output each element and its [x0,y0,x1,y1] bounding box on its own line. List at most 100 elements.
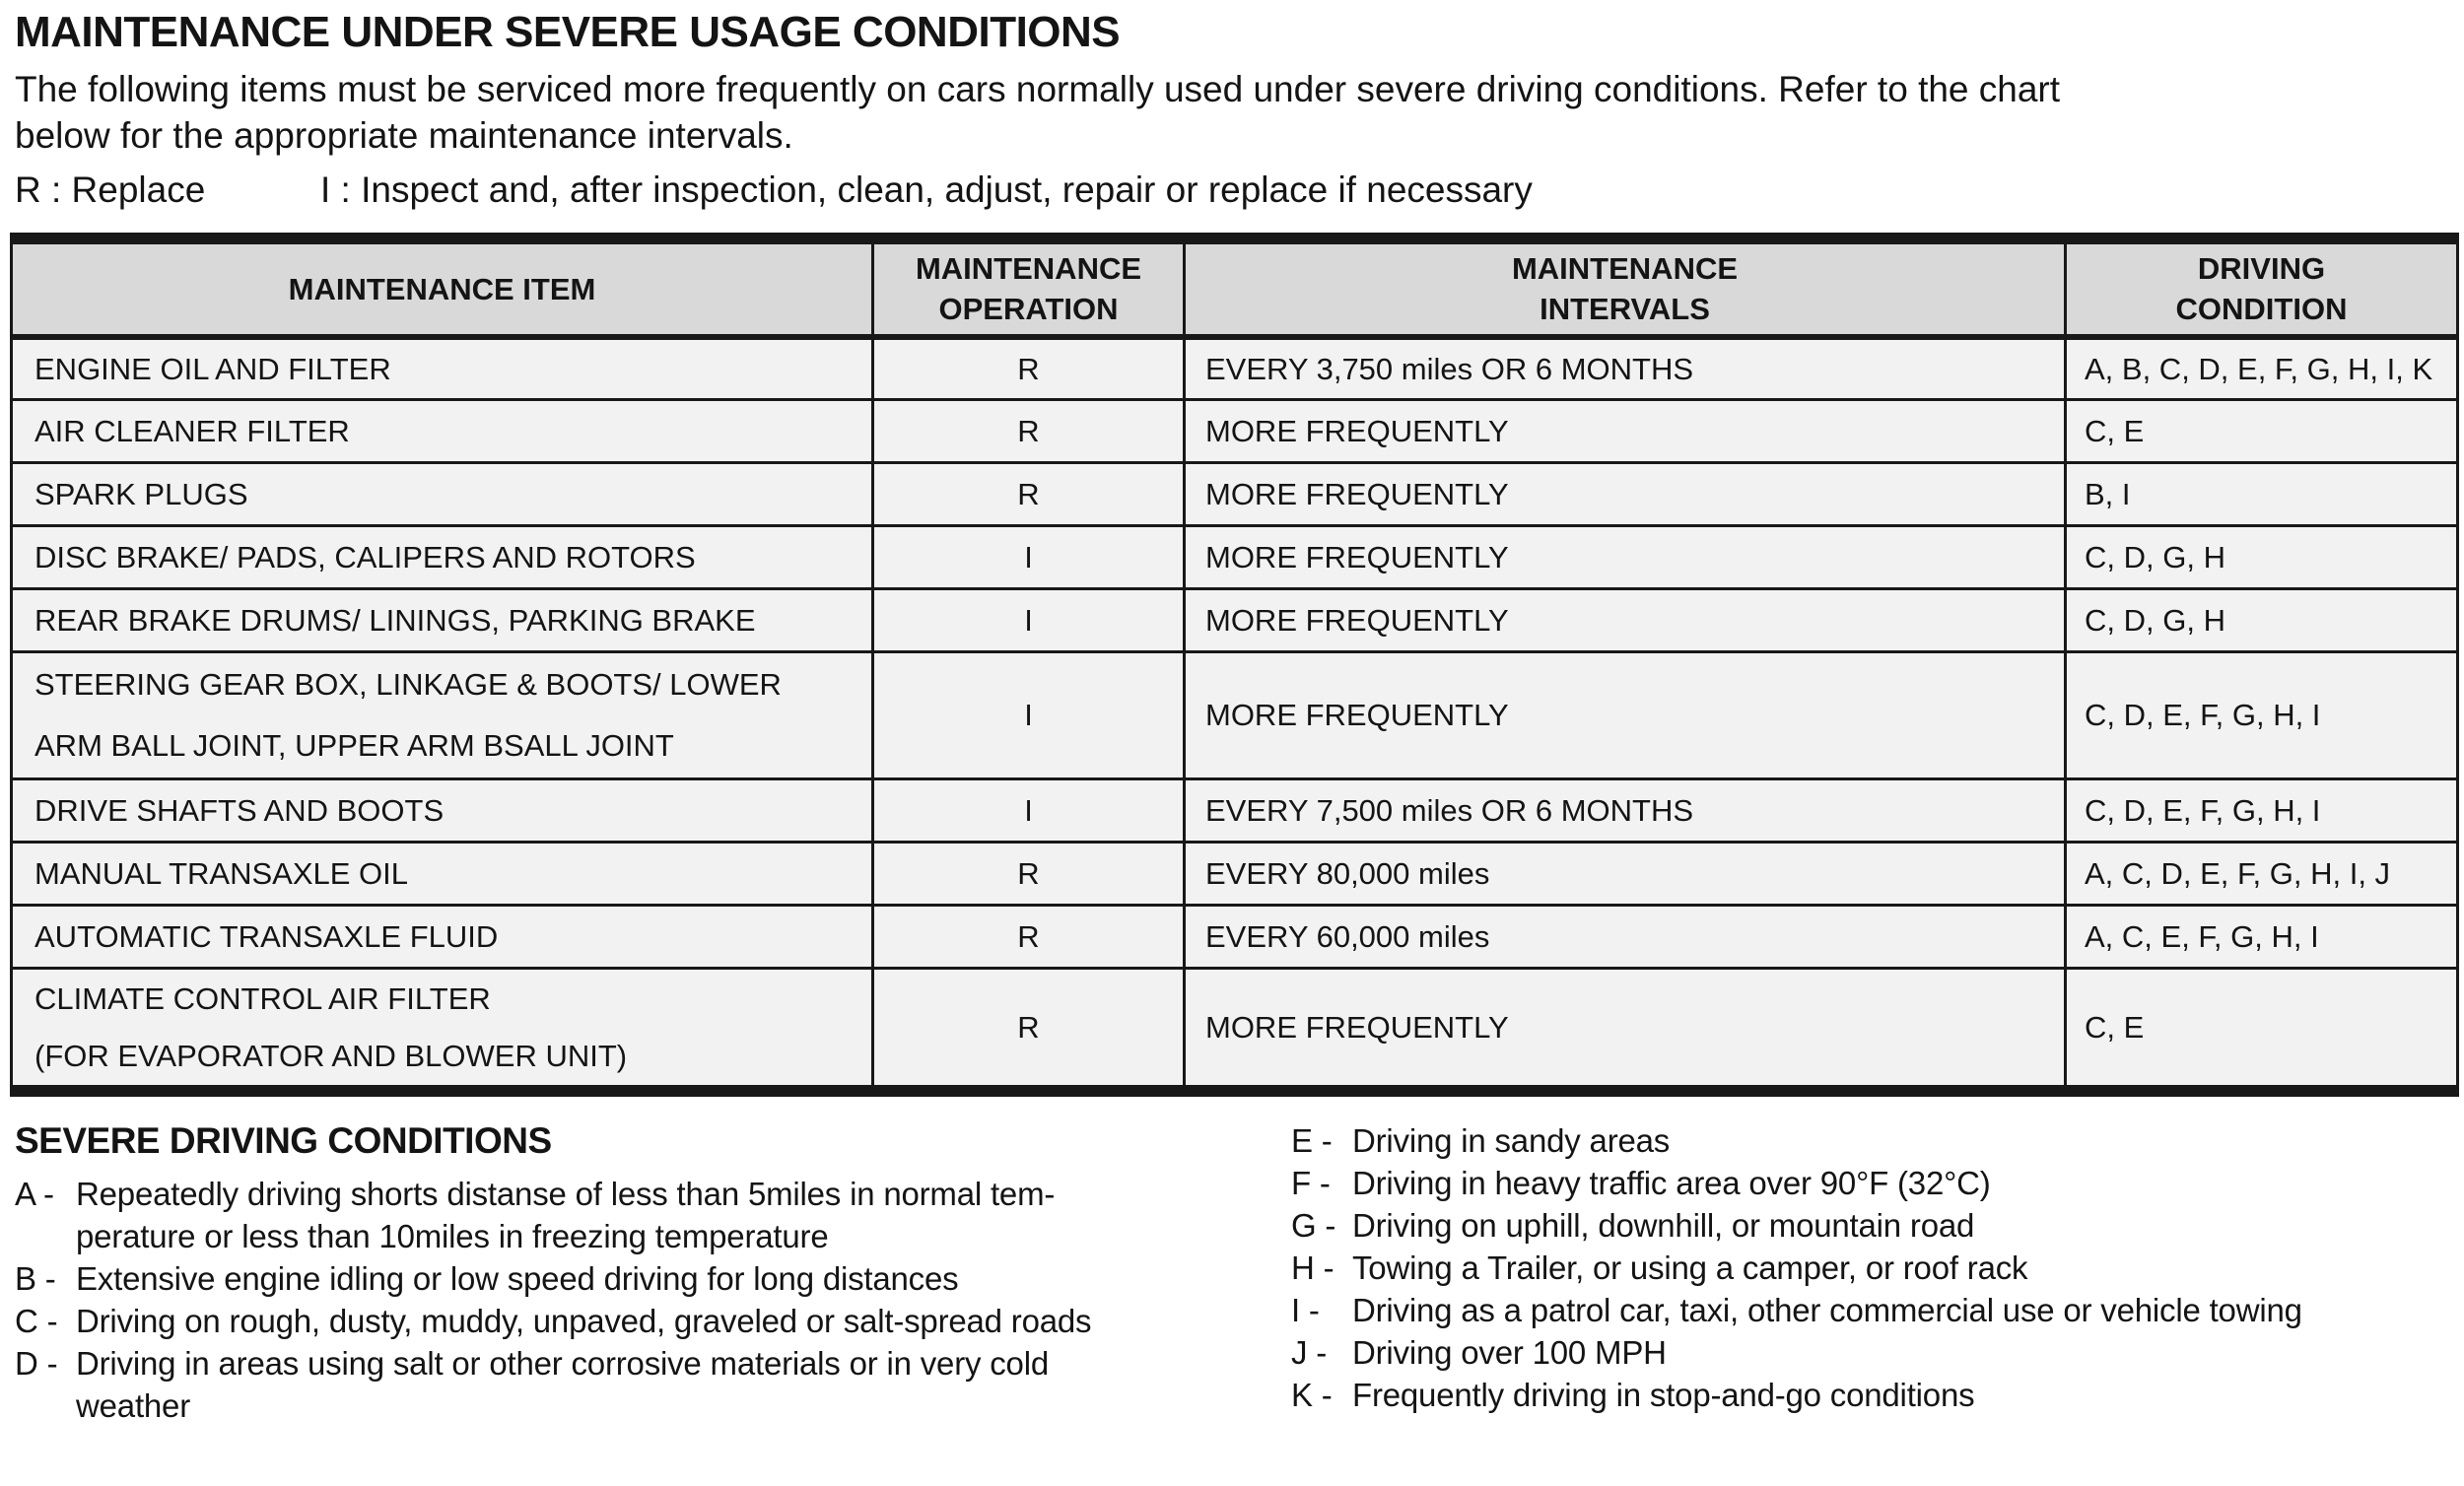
cell-item: REAR BRAKE DRUMS/ LININGS, PARKING BRAKE [10,587,874,654]
table-row: CLIMATE CONTROL AIR FILTER (FOR EVAPORAT… [10,967,2459,1093]
cell-interval: MORE FREQUENTLY [1183,461,2067,528]
col-header-maintenance-operation: MAINTENANCE OPERATION [871,236,1186,340]
legend-key: A - [15,1176,54,1213]
cell-operation: R [871,841,1186,908]
legend-item-f: F - Driving in heavy traffic area over 9… [1291,1163,2464,1205]
cell-operation: R [871,967,1186,1093]
cell-interval: EVERY 80,000 miles [1183,841,2067,908]
legend-text: Driving as a patrol car, taxi, other com… [1352,1291,2302,1328]
cell-item: SPARK PLUGS [10,461,874,528]
table-row: SPARK PLUGS R MORE FREQUENTLY B, I [10,461,2459,528]
table-row: ENGINE OIL AND FILTER R EVERY 3,750 mile… [10,335,2459,402]
legend-key: I - [1291,1291,1320,1328]
cell-operation: I [871,777,1186,844]
legend-item-h: H - Towing a Trailer, or using a camper,… [1291,1248,2464,1290]
cell-condition: C, D, G, H [2064,587,2459,654]
severe-driving-conditions-legend: SEVERE DRIVING CONDITIONS A - Repeatedly… [15,1120,2464,1427]
cell-operation: R [871,461,1186,528]
cell-item: DRIVE SHAFTS AND BOOTS [10,777,874,844]
table-row: DISC BRAKE/ PADS, CALIPERS AND ROTORS I … [10,524,2459,591]
cell-interval: EVERY 7,500 miles OR 6 MONTHS [1183,777,2067,844]
col-header-driving-condition: DRIVING CONDITION [2064,236,2459,340]
table-row: STEERING GEAR BOX, LINKAGE & BOOTS/ LOWE… [10,650,2459,781]
cell-operation: R [871,335,1186,402]
cell-interval: MORE FREQUENTLY [1183,967,2067,1093]
table-row: MANUAL TRANSAXLE OIL R EVERY 80,000 mile… [10,841,2459,908]
cell-item: AIR CLEANER FILTER [10,398,874,465]
legend-item-g: G - Driving on uphill, downhill, or moun… [1291,1205,2464,1248]
header-row: MAINTENANCE ITEM MAINTENANCE OPERATION M… [10,236,2459,340]
legend-text: Driving on rough, dusty, muddy, unpaved,… [76,1302,1092,1339]
maintenance-table: MAINTENANCE ITEM MAINTENANCE OPERATION M… [10,232,2459,1098]
cell-condition: A, C, E, F, G, H, I [2064,904,2459,971]
legend-text: Extensive engine idling or low speed dri… [76,1259,959,1297]
cell-item: ENGINE OIL AND FILTER [10,335,874,402]
col-header-maintenance-item: MAINTENANCE ITEM [10,236,874,340]
cell-condition: C, E [2064,967,2459,1093]
key-inspect: I : Inspect and, after inspection, clean… [320,169,1533,210]
cell-condition: C, D, E, F, G, H, I [2064,650,2459,781]
cell-item: AUTOMATIC TRANSAXLE FLUID [10,904,874,971]
cell-interval: EVERY 60,000 miles [1183,904,2067,971]
cell-item: STEERING GEAR BOX, LINKAGE & BOOTS/ LOWE… [10,650,874,781]
legend-left-column: SEVERE DRIVING CONDITIONS A - Repeatedly… [15,1120,1291,1427]
legend-item-b: B - Extensive engine idling or low speed… [15,1258,1291,1301]
legend-text: Towing a Trailer, or using a camper, or … [1352,1249,2028,1286]
cell-operation: I [871,587,1186,654]
table-header: MAINTENANCE ITEM MAINTENANCE OPERATION M… [10,236,2459,340]
table-row: AIR CLEANER FILTER R MORE FREQUENTLY C, … [10,398,2459,465]
legend-key: D - [15,1344,58,1382]
legend-heading: SEVERE DRIVING CONDITIONS [15,1120,552,1162]
cell-interval: EVERY 3,750 miles OR 6 MONTHS [1183,335,2067,402]
key-replace: R : Replace [15,169,206,210]
legend-key: G - [1291,1206,1336,1244]
legend-key: C - [15,1302,58,1339]
cell-operation: I [871,650,1186,781]
table-row: REAR BRAKE DRUMS/ LININGS, PARKING BRAKE… [10,587,2459,654]
legend-item-j: J - Driving over 100 MPH [1291,1332,2464,1375]
cell-interval: MORE FREQUENTLY [1183,650,2067,781]
legend-text: Frequently driving in stop-and-go condit… [1352,1376,1975,1413]
legend-item-i: I - Driving as a patrol car, taxi, other… [1291,1290,2464,1332]
legend-text: Driving in areas using salt or other cor… [76,1344,1049,1424]
cell-interval: MORE FREQUENTLY [1183,524,2067,591]
cell-item: MANUAL TRANSAXLE OIL [10,841,874,908]
cell-condition: A, B, C, D, E, F, G, H, I, K [2064,335,2459,402]
legend-item-k: K - Frequently driving in stop-and-go co… [1291,1375,2464,1417]
intro-paragraph: The following items must be serviced mor… [15,69,2061,156]
cell-condition: A, C, D, E, F, G, H, I, J [2064,841,2459,908]
page-title: MAINTENANCE UNDER SEVERE USAGE CONDITION… [15,8,1121,56]
legend-text: Driving in sandy areas [1352,1122,1671,1160]
legend-right-column: E - Driving in sandy areas F - Driving i… [1291,1120,2464,1416]
cell-interval: MORE FREQUENTLY [1183,398,2067,465]
legend-item-e: E - Driving in sandy areas [1291,1120,2464,1163]
legend-text: Driving in heavy traffic area over 90°F … [1352,1165,1991,1202]
cell-operation: I [871,524,1186,591]
table-row: DRIVE SHAFTS AND BOOTS I EVERY 7,500 mil… [10,777,2459,844]
legend-key: J - [1291,1333,1328,1371]
legend-item-a: A - Repeatedly driving shorts distanse o… [15,1174,1291,1258]
cell-condition: C, E [2064,398,2459,465]
col-header-maintenance-intervals: MAINTENANCE INTERVALS [1183,236,2067,340]
legend-item-d: D - Driving in areas using salt or other… [15,1343,1291,1428]
table-row: AUTOMATIC TRANSAXLE FLUID R EVERY 60,000… [10,904,2459,971]
cell-item: CLIMATE CONTROL AIR FILTER (FOR EVAPORAT… [10,967,874,1093]
cell-condition: C, D, G, H [2064,524,2459,591]
cell-operation: R [871,398,1186,465]
table-body: ENGINE OIL AND FILTER R EVERY 3,750 mile… [10,335,2459,1093]
legend-key: K - [1291,1376,1333,1413]
operation-key: R : Replace I : Inspect and, after inspec… [15,169,2464,211]
legend-item-c: C - Driving on rough, dusty, muddy, unpa… [15,1301,1291,1343]
legend-key: F - [1291,1165,1331,1202]
legend-text: Driving on uphill, downhill, or mountain… [1352,1206,1975,1244]
cell-item: DISC BRAKE/ PADS, CALIPERS AND ROTORS [10,524,874,591]
legend-text: Driving over 100 MPH [1352,1333,1667,1371]
cell-condition: B, I [2064,461,2459,528]
cell-interval: MORE FREQUENTLY [1183,587,2067,654]
cell-operation: R [871,904,1186,971]
legend-key: H - [1291,1249,1335,1286]
cell-condition: C, D, E, F, G, H, I [2064,777,2459,844]
legend-key: B - [15,1259,56,1297]
legend-text: Repeatedly driving shorts distanse of le… [76,1176,1056,1255]
